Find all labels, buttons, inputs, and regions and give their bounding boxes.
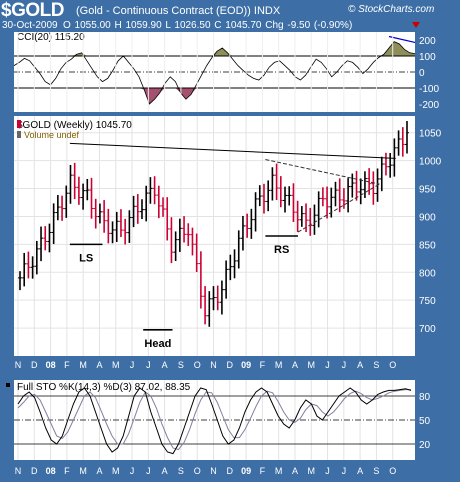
x-axis-label: M	[308, 466, 316, 476]
x-axis-label: A	[357, 360, 363, 370]
x-axis-label: M	[79, 466, 87, 476]
brand-label: © StockCharts.com	[348, 4, 435, 15]
cci-trend-line	[388, 35, 416, 43]
sto-tick-label: 80	[419, 392, 431, 403]
x-axis-label: S	[373, 360, 379, 370]
price-tick-label: 750	[419, 296, 436, 307]
x-axis-label: A	[357, 466, 363, 476]
price-tick-label: 700	[419, 324, 436, 335]
ohlc-readout: O 1055.00 H 1059.90 L 1026.50 C 1045.70 …	[63, 20, 352, 31]
x-axis-label: M	[308, 360, 316, 370]
price-label: $GOLD (Weekly) 1045.70	[17, 120, 132, 131]
x-axis-label: M	[112, 466, 120, 476]
x-axis-label: M	[79, 360, 87, 370]
x-axis-label: A	[96, 466, 102, 476]
price-legend-icon	[17, 120, 21, 128]
x-axis-label: D	[31, 466, 38, 476]
price-tick-label: 900	[419, 212, 436, 223]
triangle-upper-line	[265, 159, 380, 185]
x-axis-label: F	[260, 466, 266, 476]
pattern-label: Head	[144, 338, 171, 350]
cci-line	[13, 41, 416, 105]
x-axis-label: F	[260, 360, 266, 370]
x-axis-label: J	[342, 360, 347, 370]
sto-d-line	[17, 389, 411, 451]
cci-tick-label: 100	[419, 52, 436, 63]
symbol-title: $GOLD	[1, 0, 64, 21]
x-axis-label: J	[325, 360, 330, 370]
x-axis-label: 09	[241, 360, 251, 370]
change-readout: Chg -9.50 (-0.90%)	[265, 20, 353, 31]
x-axis-label: N	[15, 360, 22, 370]
pattern-label: RS	[274, 244, 289, 256]
price-tick-label: 850	[419, 240, 436, 251]
sto-tick-label: 20	[419, 440, 431, 451]
x-axis-label: N	[15, 466, 22, 476]
sto-tick-label: 50	[419, 416, 431, 427]
x-axis-label: M	[275, 360, 283, 370]
x-axis-label: N	[210, 360, 217, 370]
volume-label: Volume undef	[24, 130, 80, 140]
x-axis-label: D	[227, 360, 234, 370]
x-axis-label: J	[130, 360, 135, 370]
x-axis-label: M	[112, 360, 120, 370]
x-axis-label: 08	[46, 466, 56, 476]
x-axis-label: O	[194, 466, 201, 476]
x-axis-label: O	[389, 466, 396, 476]
x-axis-label: A	[96, 360, 102, 370]
x-axis-label: J	[325, 466, 330, 476]
x-axis-label: F	[64, 466, 70, 476]
x-axis-label: A	[162, 360, 168, 370]
x-axis-label: 08	[46, 360, 56, 370]
sto-label: Full STO %K(14,3) %D(3) 87.02, 88.35	[17, 382, 191, 393]
x-axis-label: O	[194, 360, 201, 370]
volume-legend-icon	[17, 131, 21, 138]
x-axis-label: S	[178, 360, 184, 370]
x-axis-label: S	[178, 466, 184, 476]
x-axis-label: O	[389, 360, 396, 370]
x-axis-label: A	[162, 466, 168, 476]
cci-tick-label: 0	[419, 68, 425, 79]
triangle-lower-line	[297, 183, 380, 233]
x-axis-label: J	[342, 466, 347, 476]
x-axis-label: J	[146, 466, 151, 476]
x-axis-label: 09	[241, 466, 251, 476]
x-axis-label: D	[227, 466, 234, 476]
sto-legend-icon	[6, 383, 10, 387]
cci-tick-label: -100	[419, 84, 439, 95]
x-axis-label: N	[210, 466, 217, 476]
price-tick-label: 1050	[419, 129, 442, 140]
x-axis-label: J	[130, 466, 135, 476]
x-axis-label: A	[292, 466, 298, 476]
pattern-label: LS	[79, 252, 93, 264]
price-tick-label: 1000	[419, 157, 442, 168]
price-tick-label: 800	[419, 268, 436, 279]
cci-tick-label: 200	[419, 36, 436, 47]
x-axis-label: S	[373, 466, 379, 476]
price-tick-label: 950	[419, 185, 436, 196]
price-panel	[14, 116, 415, 356]
x-axis-label: A	[292, 360, 298, 370]
down-arrow-icon	[412, 22, 420, 28]
quote-date: 30-Oct-2009	[2, 20, 58, 31]
x-axis-label: F	[64, 360, 70, 370]
x-axis-label: M	[275, 466, 283, 476]
neckline	[69, 142, 396, 159]
ohlc-values: O 1055.00 H 1059.90 L 1026.50 C 1045.70	[63, 20, 262, 31]
sto-k-line	[17, 387, 412, 455]
x-axis-label: D	[31, 360, 38, 370]
chart-subtitle: (Gold - Continuous Contract (EOD)) INDX	[76, 5, 281, 17]
cci-tick-label: -200	[419, 100, 439, 111]
x-axis-label: J	[146, 360, 151, 370]
